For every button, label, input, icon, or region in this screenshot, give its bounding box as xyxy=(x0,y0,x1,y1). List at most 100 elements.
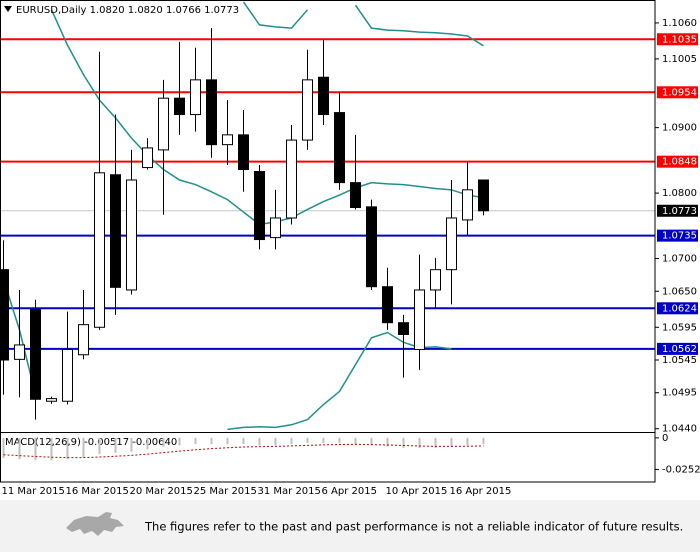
macd-bar xyxy=(354,437,357,445)
price-label-box xyxy=(657,86,698,99)
candle-body xyxy=(238,134,249,171)
candle-body xyxy=(478,179,489,212)
price-label: 1.0954 xyxy=(662,87,697,98)
macd-bar xyxy=(434,437,437,448)
macd-bar xyxy=(274,437,277,446)
y-tick-label: 1.0495 xyxy=(662,388,697,399)
candle-body xyxy=(126,179,137,291)
macd-bar xyxy=(322,437,325,443)
logo xyxy=(66,512,124,536)
current-price-box xyxy=(657,204,698,217)
candle-body xyxy=(382,286,393,324)
candle-body xyxy=(94,172,105,328)
y-tick-label: 1.0440 xyxy=(662,424,697,435)
macd-bar xyxy=(226,437,229,445)
macd-bar xyxy=(466,437,469,446)
y-tick-label: 1.0800 xyxy=(662,188,697,199)
macd-bar xyxy=(66,437,69,460)
candle-body xyxy=(30,309,41,400)
x-tick-label: 16 Mar 2015 xyxy=(66,486,129,497)
y-tick-label: 0 xyxy=(662,433,668,444)
indicator-line xyxy=(354,4,484,47)
macd-bar xyxy=(450,437,453,447)
macd-bar xyxy=(98,437,101,455)
candle-body xyxy=(14,344,25,360)
y-tick-label: 1.0700 xyxy=(662,254,697,265)
macd-bar xyxy=(418,437,421,448)
candle-body xyxy=(206,79,217,146)
x-tick-label: 20 Mar 2015 xyxy=(130,486,193,497)
candle-body xyxy=(254,170,265,241)
macd-bar xyxy=(82,437,85,458)
price-label-box xyxy=(657,342,698,355)
indicator-line xyxy=(50,9,484,226)
macd-bar xyxy=(242,437,245,445)
x-tick-label: 16 Apr 2015 xyxy=(450,486,512,497)
macd-bar xyxy=(146,437,149,450)
macd-bar xyxy=(210,437,213,445)
macd-bar xyxy=(482,437,485,445)
price-label-box xyxy=(657,302,698,315)
price-label-box xyxy=(657,229,698,242)
price-label: 1.0735 xyxy=(662,231,697,242)
y-tick-label: 1.0650 xyxy=(662,286,697,297)
price-label: 1.0562 xyxy=(662,344,697,355)
candle-body xyxy=(350,182,361,208)
candle-body xyxy=(0,269,9,361)
macd-bar xyxy=(194,437,197,445)
disclaimer: The figures refer to the past and past p… xyxy=(144,520,683,534)
price-label: 1.1035 xyxy=(662,34,697,45)
macd-bar xyxy=(178,437,181,446)
candle-body xyxy=(462,189,473,221)
x-tick-label: 6 Apr 2015 xyxy=(322,486,377,497)
price-label: 1.0848 xyxy=(662,157,697,168)
indicator-line xyxy=(242,1,309,29)
candle-body xyxy=(46,398,57,402)
candle-body xyxy=(174,97,185,116)
current-price-label: 1.0773 xyxy=(662,206,697,217)
x-tick-label: 25 Mar 2015 xyxy=(194,486,257,497)
y-tick-label: 1.0595 xyxy=(662,322,697,333)
candle-body xyxy=(318,76,329,116)
candle-body xyxy=(222,134,233,146)
x-tick-label: 31 Mar 2015 xyxy=(258,486,321,497)
candle-body xyxy=(334,112,345,184)
y-tick-label: 1.0900 xyxy=(662,123,697,134)
candle-body xyxy=(414,289,425,351)
macd-bar xyxy=(370,437,373,446)
macd-bar xyxy=(290,437,293,445)
plot-area xyxy=(0,1,655,431)
macd-bar xyxy=(50,437,53,461)
candle-body xyxy=(190,79,201,116)
chart-header: EURUSD,Daily 1.0820 1.0820 1.0766 1.0773 xyxy=(16,5,239,16)
price-label-box xyxy=(657,155,698,168)
y-tick-label: 1.1005 xyxy=(662,54,697,65)
macd-bar xyxy=(18,437,21,460)
macd-bar xyxy=(130,437,133,452)
y-tick-label: -0.02524 xyxy=(662,464,700,475)
y-tick-label: 1.1060 xyxy=(662,18,697,29)
macd-bar xyxy=(402,437,405,448)
candle-body xyxy=(398,322,409,335)
x-tick-label: 10 Apr 2015 xyxy=(386,486,448,497)
candle-body xyxy=(78,324,89,356)
macd-bar xyxy=(34,437,37,461)
candle-body xyxy=(366,206,377,288)
candle-body xyxy=(446,217,457,271)
macd-bar xyxy=(162,437,165,447)
price-label: 1.0624 xyxy=(662,303,697,314)
macd-bar xyxy=(2,437,5,458)
macd-bar xyxy=(338,437,341,443)
macd-bar xyxy=(306,437,309,443)
candle-body xyxy=(430,269,441,291)
macd-title: MACD(12,26,9) -0.00517 -0.00640 xyxy=(5,437,177,448)
header-icon xyxy=(4,6,12,12)
macd-bar xyxy=(258,437,261,446)
macd-bar xyxy=(386,437,389,447)
frame xyxy=(0,0,656,483)
candle-body xyxy=(286,139,297,219)
macd-bar xyxy=(114,437,117,453)
x-tick-label: 11 Mar 2015 xyxy=(2,486,65,497)
y-tick-label: 1.0545 xyxy=(662,355,697,366)
